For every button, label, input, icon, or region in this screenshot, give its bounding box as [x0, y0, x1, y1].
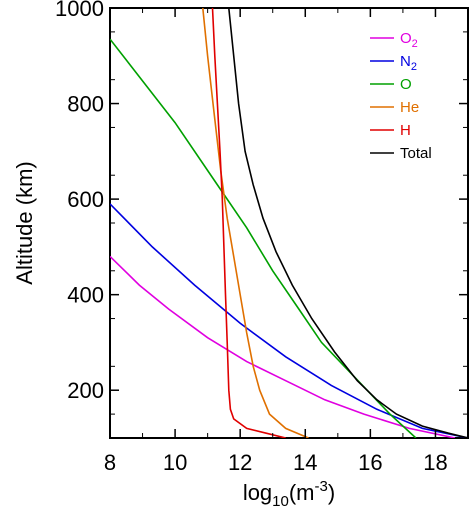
- x-tick-label: 14: [293, 450, 317, 475]
- legend-label-h: H: [400, 122, 411, 139]
- series-total-line: [228, 8, 468, 438]
- x-tick-label: 8: [104, 450, 116, 475]
- legend: O2 N2 O He H Total: [370, 30, 432, 162]
- legend-label-total: Total: [400, 145, 432, 162]
- y-tick-label: 400: [67, 283, 104, 308]
- y-tick-label: 1000: [55, 0, 104, 21]
- x-axis: 8 10 12 14 16 18: [104, 8, 448, 475]
- legend-label-o: O: [400, 76, 412, 93]
- x-tick-label: 10: [163, 450, 187, 475]
- x-axis-title: log10(m-3): [243, 478, 335, 509]
- chart-series-group: [110, 8, 468, 438]
- legend-label-o2: O2: [400, 30, 418, 50]
- y-axis-title: Altitude (km): [12, 161, 37, 284]
- x-tick-label: 16: [358, 450, 382, 475]
- y-tick-label: 200: [67, 378, 104, 403]
- y-tick-label: 600: [67, 187, 104, 212]
- series-h-line: [211, 8, 286, 438]
- series-n2-line: [110, 203, 468, 438]
- series-he-line: [202, 8, 309, 438]
- y-tick-label: 800: [67, 92, 104, 117]
- x-tick-label: 12: [228, 450, 252, 475]
- y-axis: 200 400 600 800 1000: [55, 0, 468, 415]
- series-o-line: [110, 38, 417, 438]
- legend-label-he: He: [400, 99, 419, 116]
- x-tick-label: 18: [423, 450, 447, 475]
- series-o2-line: [110, 255, 456, 438]
- legend-label-n2: N2: [400, 53, 417, 73]
